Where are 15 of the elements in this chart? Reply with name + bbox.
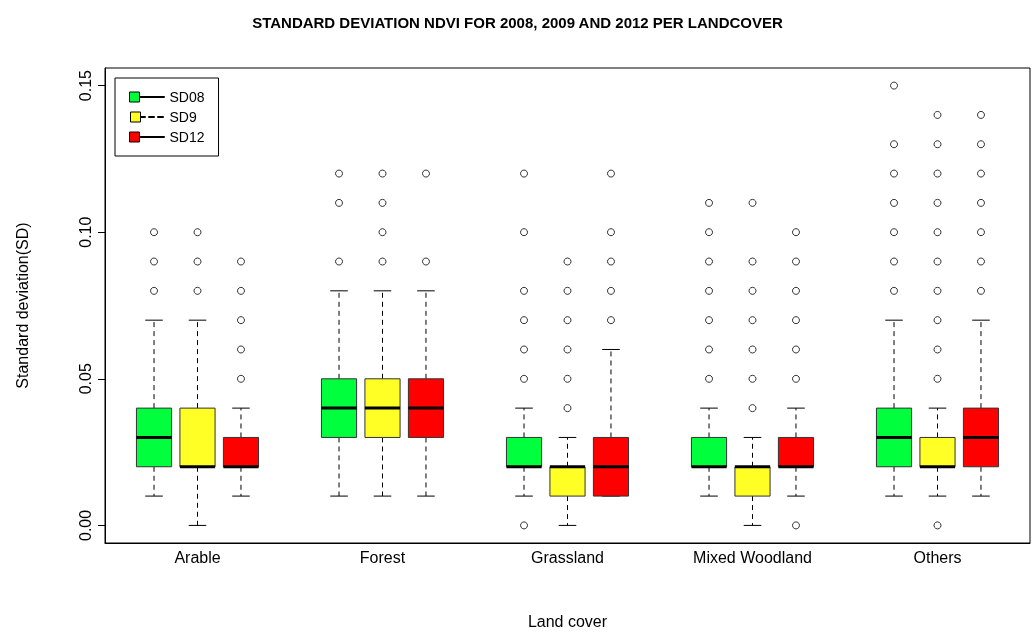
y-tick-label: 0.05	[76, 363, 94, 395]
chart-title: STANDARD DEVIATION NDVI FOR 2008, 2009 AND 2012 PER LANDCOVER	[252, 14, 783, 31]
legend-label: SD12	[169, 129, 205, 145]
y-tick-label: 0.10	[76, 216, 94, 248]
y-tick-label: 0.15	[76, 69, 94, 102]
x-tick-label: Forest	[359, 548, 406, 566]
x-axis-title: Land cover	[527, 612, 608, 630]
legend-label: SD9	[169, 109, 197, 125]
x-tick-label: Mixed Woodland	[693, 548, 812, 566]
x-tick-label: Others	[913, 548, 962, 566]
legend-label: SD08	[169, 89, 205, 105]
x-tick-label: Grassland	[531, 548, 604, 566]
y-tick-label: 0.00	[76, 509, 94, 541]
x-tick-label: Arable	[174, 548, 221, 566]
y-axis-title: Standard deviation(SD)	[13, 222, 31, 389]
